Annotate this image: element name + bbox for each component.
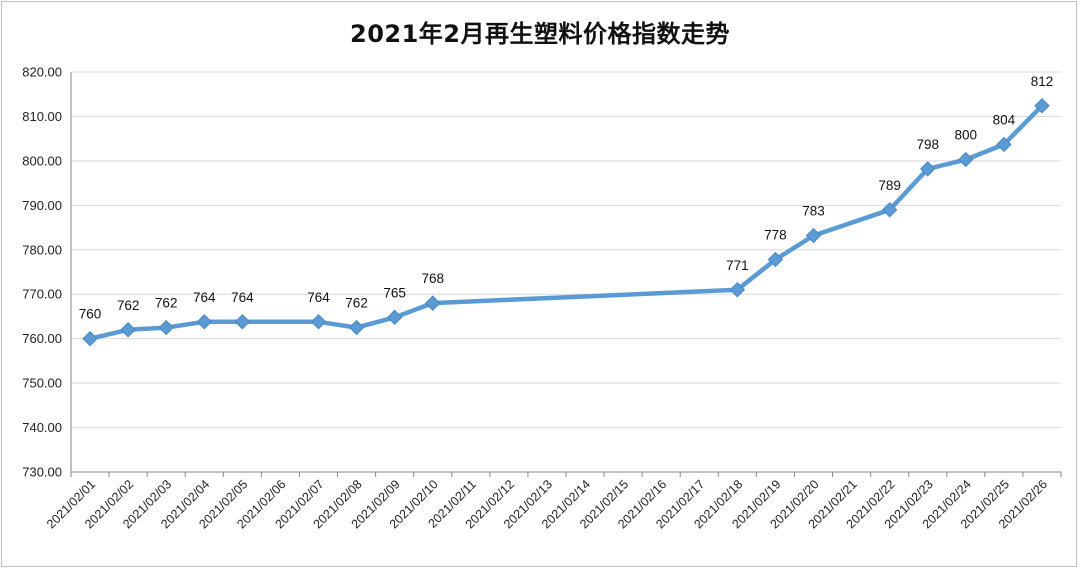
chart-title: 2021年2月再生塑料价格指数走势: [350, 20, 730, 48]
data-label: 789: [878, 178, 901, 193]
data-point: [158, 319, 174, 336]
y-tick-label: 730.00: [22, 465, 62, 480]
y-tick-label: 760.00: [22, 331, 62, 346]
data-label: 800: [955, 128, 978, 143]
data-label: 783: [802, 204, 825, 219]
data-point: [196, 314, 212, 330]
y-tick-label: 770.00: [22, 287, 62, 302]
data-label: 768: [421, 271, 444, 286]
data-label: 804: [993, 112, 1016, 127]
data-label: 765: [383, 285, 406, 300]
data-point: [1034, 98, 1050, 114]
y-tick-label: 810.00: [22, 109, 62, 124]
data-point: [996, 136, 1012, 153]
data-point: [386, 309, 403, 326]
data-label: 762: [155, 296, 178, 311]
data-point: [805, 227, 822, 244]
data-label: 760: [79, 307, 102, 322]
data-label: 771: [726, 258, 749, 273]
data-point: [425, 295, 441, 311]
data-point: [767, 251, 784, 268]
y-tick-label: 800.00: [22, 153, 62, 168]
data-label: 764: [231, 290, 254, 305]
data-point: [82, 330, 98, 347]
y-tick-label: 790.00: [22, 198, 62, 213]
data-point: [310, 314, 327, 330]
y-tick-label: 740.00: [22, 420, 62, 435]
data-point: [920, 161, 936, 177]
data-label: 798: [916, 137, 939, 152]
data-label: 778: [764, 228, 787, 243]
data-label: 762: [345, 296, 368, 311]
y-tick-label: 780.00: [22, 242, 62, 257]
data-label: 812: [1031, 74, 1054, 89]
data-label: 762: [117, 298, 140, 313]
data-point: [729, 282, 746, 298]
data-point: [348, 319, 365, 336]
data-point: [120, 322, 136, 338]
y-tick-label: 820.00: [22, 65, 62, 80]
data-label: 764: [193, 290, 216, 305]
data-point: [881, 202, 898, 218]
data-label: 764: [307, 290, 330, 305]
y-tick-label: 750.00: [22, 376, 62, 391]
data-point: [958, 151, 974, 168]
data-point: [234, 314, 251, 330]
